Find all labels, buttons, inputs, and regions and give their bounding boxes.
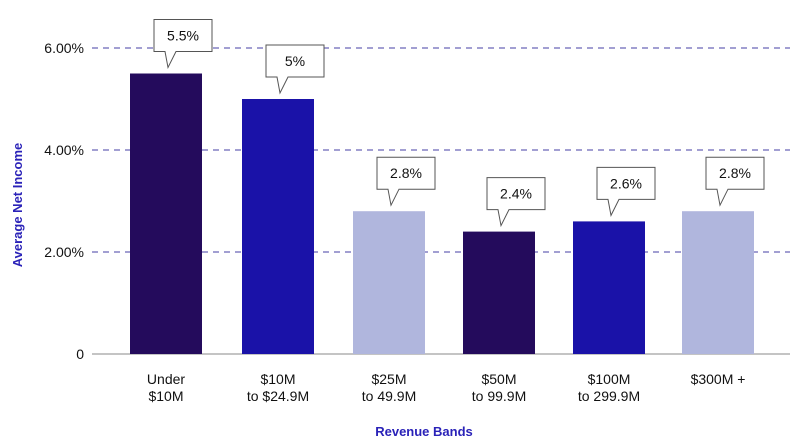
data-label-callout: [265, 44, 325, 95]
data-label: 5.5%: [167, 28, 199, 44]
x-tick-label-line: Under: [147, 371, 185, 387]
x-tick-label: $300M +: [691, 371, 746, 387]
bar[interactable]: [573, 221, 645, 354]
x-tick-label-line: $100M: [588, 371, 631, 387]
x-tick-label-line: to $24.9M: [247, 388, 309, 404]
y-tick-label: 4.00%: [44, 142, 84, 158]
bar[interactable]: [463, 231, 535, 354]
x-tick-label-line: $10M: [260, 371, 295, 387]
bar[interactable]: [130, 73, 202, 355]
bar[interactable]: [242, 99, 314, 354]
data-label: 5%: [285, 53, 305, 69]
y-tick-label: 0: [76, 346, 84, 362]
x-tick-label: $50M to 99.9M: [472, 371, 526, 404]
x-tick-label-line: $300M +: [691, 371, 746, 387]
x-tick-label-line: $50M: [481, 371, 516, 387]
data-label-callout: [376, 156, 436, 207]
x-tick-label: $100M to 299.9M: [578, 371, 640, 404]
y-axis-title: Average Net Income: [10, 143, 25, 268]
data-label: 2.6%: [610, 175, 642, 191]
x-tick-label-line: $25M: [371, 371, 406, 387]
x-tick-label: Under $10M: [147, 371, 185, 404]
data-label: 2.8%: [719, 165, 751, 181]
data-label-callout: [153, 19, 213, 70]
y-tick-label: 2.00%: [44, 244, 84, 260]
bar[interactable]: [682, 211, 754, 354]
data-label-callout: [486, 177, 546, 228]
x-tick-label: $10M to $24.9M: [247, 371, 309, 404]
x-tick-label-line: to 49.9M: [362, 388, 416, 404]
x-tick-label-line: to 99.9M: [472, 388, 526, 404]
data-label: 2.8%: [390, 165, 422, 181]
bar[interactable]: [353, 211, 425, 354]
x-tick-label-line: to 299.9M: [578, 388, 640, 404]
x-axis-title: Revenue Bands: [375, 424, 473, 439]
x-tick-label: $25M to 49.9M: [362, 371, 416, 404]
x-tick-label-line: $10M: [148, 388, 183, 404]
data-label: 2.4%: [500, 186, 532, 202]
data-label-callout: [705, 156, 765, 207]
y-tick-label: 6.00%: [44, 40, 84, 56]
data-label-callout: [596, 166, 656, 217]
